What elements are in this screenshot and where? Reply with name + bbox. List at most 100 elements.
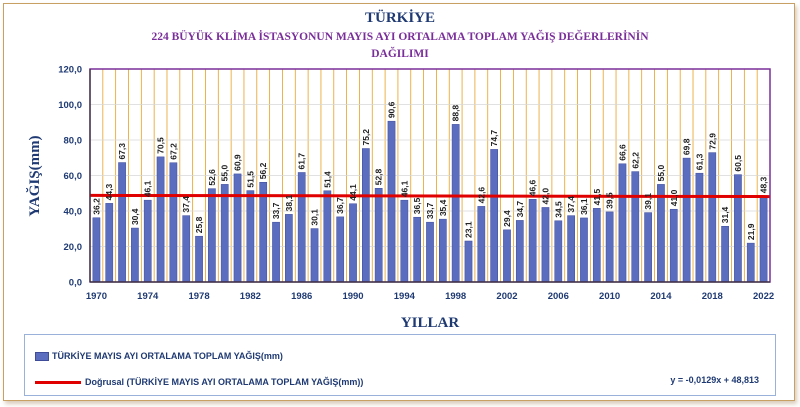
bar: [503, 229, 511, 283]
legend-line-label: Doğrusal (TÜRKİYE MAYIS AYI ORTALAMA TOP…: [85, 377, 364, 387]
bar-value-label: 61,7: [297, 153, 307, 170]
bar: [118, 162, 126, 283]
bar: [310, 228, 319, 283]
bar: [708, 152, 717, 283]
bar-value-label: 67,2: [168, 143, 178, 160]
x-axis-title: YILLAR: [401, 315, 460, 331]
bar-value-label: 74,7: [489, 130, 499, 147]
legend-bar-label: TÜRKİYE MAYIS AYI ORTALAMA TOPLAM YAĞIŞ(…: [52, 351, 283, 361]
bar: [451, 124, 460, 283]
bar-value-label: 56,2: [258, 162, 268, 179]
bar-value-label: 69,8: [682, 138, 692, 155]
bar-value-label: 70,5: [156, 137, 166, 154]
bar-value-label: 44,3: [104, 184, 114, 201]
bar-value-label: 36,1: [579, 198, 589, 215]
bar: [759, 196, 768, 283]
chart-title: TÜRKİYE: [365, 9, 435, 26]
bar-value-label: 44,1: [348, 184, 358, 201]
legend-bar-swatch: [35, 351, 49, 361]
x-tick-label: 2014: [650, 291, 672, 302]
bar-value-label: 46,6: [528, 179, 538, 196]
y-tick-label: 100,0: [58, 100, 82, 111]
bar: [657, 184, 665, 283]
bar: [143, 199, 152, 283]
bar: [131, 227, 139, 283]
x-tick-label: 2006: [548, 291, 569, 302]
bar: [631, 171, 640, 283]
bar-value-label: 36,5: [412, 197, 422, 214]
bar-value-label: 35,4: [438, 199, 448, 216]
x-tick-label: 1978: [188, 291, 209, 302]
trendline-equation: y = -0,0129x + 48,813: [670, 375, 759, 385]
bar: [156, 156, 165, 283]
y-tick-label: 40,0: [64, 207, 83, 218]
x-tick-label: 2002: [496, 291, 517, 302]
y-tick-label: 20,0: [64, 242, 83, 253]
bar: [233, 173, 242, 283]
bar: [297, 172, 306, 283]
x-tick-label: 2022: [753, 291, 774, 302]
bar: [721, 226, 729, 283]
bar: [220, 184, 229, 283]
bar-value-label: 62,2: [630, 152, 640, 169]
bar: [195, 235, 203, 283]
bar: [387, 120, 396, 283]
bar-value-label: 39,1: [643, 193, 653, 210]
x-tick-label: 1982: [240, 291, 261, 302]
bar: [669, 208, 678, 283]
bar-value-label: 52,8: [374, 168, 384, 185]
bar: [541, 207, 550, 283]
bar-value-label: 60,9: [233, 154, 243, 171]
bar: [477, 206, 486, 283]
bar-value-label: 34,7: [515, 201, 525, 218]
chart-subtitle-line-2: DAĞILIMI: [371, 46, 429, 60]
bar-value-label: 61,3: [694, 153, 704, 170]
y-tick-label: 120,0: [58, 65, 82, 76]
bar-value-label: 21,9: [746, 223, 756, 240]
bar: [618, 163, 627, 283]
bar: [362, 148, 370, 283]
bar: [169, 162, 178, 283]
bar: [246, 190, 255, 283]
bar: [413, 216, 422, 283]
bar: [208, 188, 216, 283]
x-tick-label: 1970: [86, 291, 107, 302]
x-tick-label: 1990: [342, 291, 363, 302]
x-tick-label: 1986: [291, 291, 312, 302]
bar-value-label: 33,7: [271, 202, 281, 219]
bar-value-label: 55,0: [656, 165, 666, 182]
x-tick-label: 1974: [137, 291, 159, 302]
bar-value-label: 88,8: [451, 105, 461, 122]
bar: [285, 214, 293, 283]
trend-line: [89, 193, 771, 199]
bar-value-label: 66,6: [617, 144, 627, 161]
bar-value-label: 90,6: [387, 101, 397, 118]
y-tick-label: 0,0: [69, 278, 82, 289]
bar-value-label: 75,2: [361, 129, 371, 146]
bar-value-label: 42,0: [540, 188, 550, 205]
bar: [92, 217, 101, 283]
bar: [272, 221, 280, 283]
bar-value-label: 38,1: [284, 195, 294, 212]
bar: [374, 188, 383, 283]
bar-value-label: 23,1: [463, 221, 473, 238]
bar: [746, 242, 755, 283]
legend-item-bars: TÜRKİYE MAYIS AYI ORTALAMA TOPLAM YAĞIŞ(…: [35, 351, 283, 361]
bar: [695, 172, 704, 283]
bar-value-label: 41,5: [592, 189, 602, 206]
y-tick-label: 80,0: [64, 136, 83, 147]
bar-value-label: 48,3: [759, 176, 769, 193]
bar-value-label: 31,4: [720, 206, 730, 223]
bar: [567, 215, 575, 283]
bar: [605, 211, 614, 283]
bar-value-label: 39,5: [605, 192, 615, 209]
bar-value-label: 37,4: [566, 196, 576, 213]
bar-value-label: 55,0: [220, 165, 230, 182]
bar-value-label: 36,2: [91, 198, 101, 215]
bar: [734, 174, 742, 283]
bar-value-label: 34,5: [553, 201, 563, 218]
bar-value-label: 37,4: [181, 196, 191, 213]
bar-value-label: 30,4: [130, 208, 140, 225]
bar: [554, 220, 563, 283]
